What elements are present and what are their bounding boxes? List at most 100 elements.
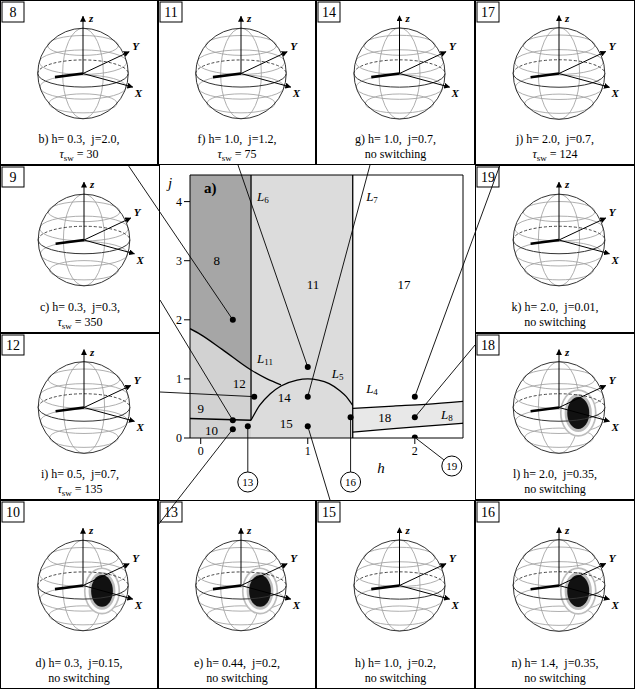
svg-text:18: 18: [481, 338, 495, 353]
svg-text:X: X: [451, 599, 460, 611]
svg-text:h: h: [377, 460, 385, 476]
svg-text:9: 9: [10, 170, 17, 185]
svg-text:10: 10: [6, 505, 20, 520]
svg-text:X: X: [135, 254, 144, 266]
svg-text:16: 16: [481, 505, 495, 520]
svg-text:2: 2: [412, 444, 418, 458]
svg-text:12: 12: [6, 338, 20, 353]
svg-text:18: 18: [378, 410, 391, 425]
svg-text:no switching: no switching: [524, 482, 586, 496]
svg-text:X: X: [134, 599, 143, 611]
svg-text:no switching: no switching: [365, 671, 427, 685]
svg-text:L6: L6: [256, 188, 269, 205]
svg-text:X: X: [292, 599, 301, 611]
svg-text:13: 13: [164, 505, 178, 520]
svg-text:f) h= 1.0, j=1.2,: f) h= 1.0, j=1.2,: [198, 132, 277, 146]
svg-text:0: 0: [176, 431, 182, 445]
svg-text:13: 13: [242, 476, 254, 488]
svg-text:11: 11: [307, 277, 320, 292]
svg-text:Y: Y: [134, 206, 142, 218]
svg-text:2: 2: [176, 313, 182, 327]
svg-text:Y: Y: [290, 552, 298, 564]
svg-text:Y: Y: [134, 374, 142, 386]
svg-text:12: 12: [233, 376, 246, 391]
svg-text:e) h= 0.44, j=0.2,: e) h= 0.44, j=0.2,: [194, 656, 280, 670]
svg-text:4: 4: [176, 195, 182, 209]
svg-text:9: 9: [197, 401, 204, 416]
svg-text:no switching: no switching: [524, 315, 586, 329]
svg-text:14: 14: [322, 5, 336, 20]
svg-text:τsw = 75: τsw = 75: [217, 147, 256, 163]
svg-text:z: z: [246, 524, 252, 536]
svg-text:k) h= 2.0, j=0.01,: k) h= 2.0, j=0.01,: [512, 300, 599, 314]
svg-text:19: 19: [446, 460, 458, 472]
svg-text:l) h= 2.0, j=0.35,: l) h= 2.0, j=0.35,: [513, 467, 597, 481]
svg-text:z: z: [564, 346, 570, 358]
svg-text:Y: Y: [449, 40, 457, 52]
svg-text:0: 0: [198, 444, 204, 458]
svg-text:z: z: [564, 178, 570, 190]
svg-text:8: 8: [214, 253, 221, 268]
svg-text:Y: Y: [609, 374, 617, 386]
svg-text:z: z: [405, 524, 411, 536]
svg-text:Y: Y: [132, 552, 140, 564]
svg-text:z: z: [564, 12, 570, 24]
svg-text:X: X: [610, 254, 619, 266]
svg-text:X: X: [610, 87, 619, 99]
svg-text:L11: L11: [256, 351, 273, 368]
svg-text:no switching: no switching: [206, 671, 268, 685]
svg-text:τsw = 124: τsw = 124: [532, 147, 577, 163]
svg-text:15: 15: [322, 505, 336, 520]
svg-text:g) h= 1.0, j=0.7,: g) h= 1.0, j=0.7,: [355, 132, 436, 146]
svg-text:b) h= 0.3, j=2.0,: b) h= 0.3, j=2.0,: [39, 132, 120, 146]
svg-text:z: z: [564, 524, 570, 536]
svg-text:L5: L5: [331, 365, 344, 382]
svg-text:14: 14: [278, 390, 292, 405]
svg-text:no switching: no switching: [48, 671, 110, 685]
svg-text:Y: Y: [449, 552, 457, 564]
svg-text:X: X: [134, 87, 143, 99]
svg-text:τsw = 30: τsw = 30: [59, 147, 98, 163]
svg-text:Y: Y: [132, 40, 140, 52]
svg-text:X: X: [135, 421, 144, 433]
svg-text:16: 16: [345, 476, 357, 488]
svg-text:Y: Y: [609, 40, 617, 52]
svg-text:τsw = 350: τsw = 350: [57, 315, 102, 331]
svg-text:no switching: no switching: [365, 147, 427, 161]
svg-text:z: z: [405, 12, 411, 24]
svg-text:L8: L8: [440, 407, 453, 424]
svg-text:Y: Y: [609, 552, 617, 564]
svg-text:z: z: [88, 524, 94, 536]
svg-text:11: 11: [164, 5, 177, 20]
svg-text:i) h= 0.5, j=0.7,: i) h= 0.5, j=0.7,: [41, 467, 119, 481]
svg-text:h) h= 1.0, j=0.2,: h) h= 1.0, j=0.2,: [355, 656, 436, 670]
svg-text:j: j: [166, 175, 172, 191]
svg-text:z: z: [89, 178, 95, 190]
svg-text:L7: L7: [365, 188, 378, 205]
svg-text:1: 1: [176, 372, 182, 386]
svg-text:j) h= 2.0, j=0.7,: j) h= 2.0, j=0.7,: [515, 132, 594, 146]
svg-text:X: X: [610, 599, 619, 611]
svg-text:z: z: [89, 346, 95, 358]
svg-text:19: 19: [481, 170, 495, 185]
svg-text:z: z: [246, 12, 252, 24]
svg-text:X: X: [292, 87, 301, 99]
svg-text:10: 10: [205, 423, 218, 438]
svg-text:τsw = 135: τsw = 135: [57, 482, 102, 498]
svg-text:Y: Y: [609, 206, 617, 218]
svg-text:17: 17: [398, 277, 412, 292]
svg-text:no switching: no switching: [524, 671, 586, 685]
svg-text:Y: Y: [290, 40, 298, 52]
svg-text:15: 15: [280, 416, 293, 431]
svg-text:1: 1: [305, 444, 311, 458]
svg-text:X: X: [610, 421, 619, 433]
svg-text:z: z: [88, 12, 94, 24]
svg-text:c) h= 0.3, j=0.3,: c) h= 0.3, j=0.3,: [40, 300, 120, 314]
svg-text:a): a): [204, 180, 217, 197]
svg-text:8: 8: [10, 5, 17, 20]
svg-text:17: 17: [481, 5, 495, 20]
svg-text:n) h= 1.4, j=0.35,: n) h= 1.4, j=0.35,: [512, 656, 599, 670]
svg-text:X: X: [451, 87, 460, 99]
svg-text:L4: L4: [365, 380, 378, 397]
svg-text:3: 3: [176, 254, 182, 268]
